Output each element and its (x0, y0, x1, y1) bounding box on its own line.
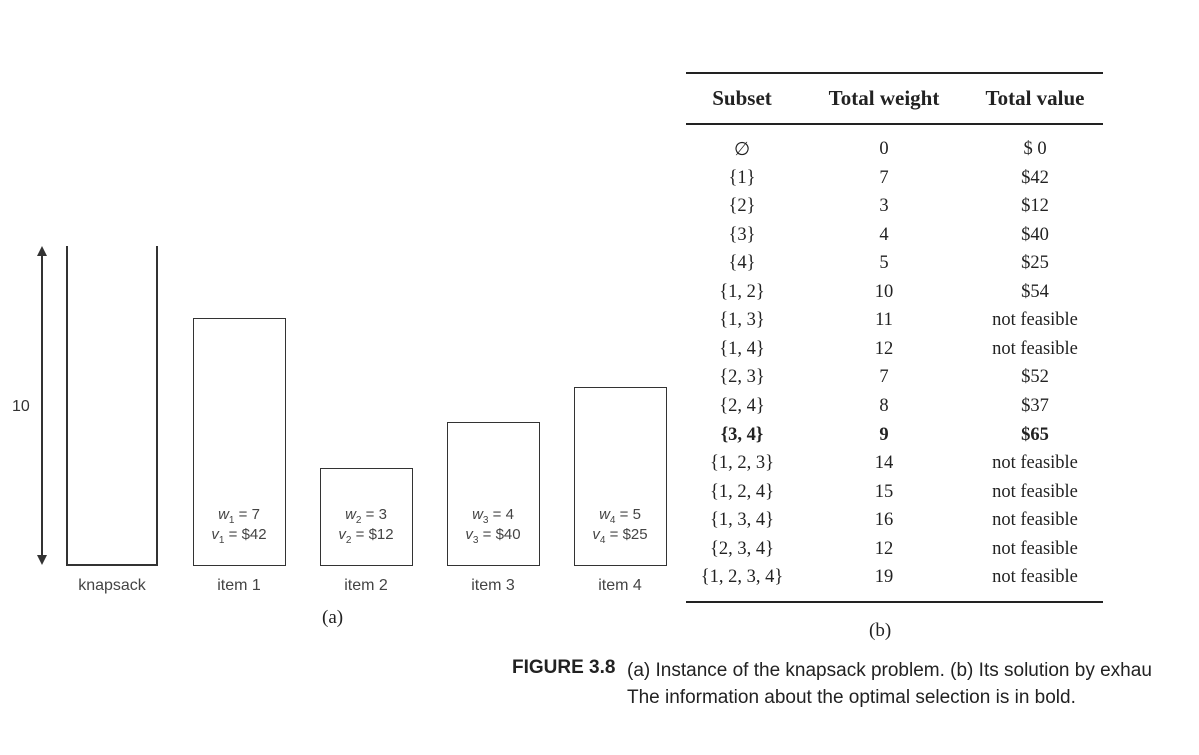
item-3-weight: w3 = 4 (472, 506, 514, 526)
cell-total-weight: 11 (875, 310, 893, 331)
cell-total-value: not feasible (992, 538, 1078, 559)
figure-label: FIGURE 3.8 (512, 657, 616, 678)
cell-total-value: $25 (1021, 253, 1049, 274)
cell-subset: {3, 4} (720, 424, 764, 445)
cell-total-value: $12 (1021, 196, 1049, 217)
item-1-label: item 1 (217, 577, 261, 594)
capacity-dimension-line (41, 250, 43, 562)
capacity-arrow-down-icon (37, 555, 47, 565)
cell-subset: {1, 3, 4} (709, 510, 774, 531)
cell-total-value: $ 0 (1023, 139, 1047, 159)
header-total-weight: Total weight (828, 86, 940, 110)
header-subset: Subset (712, 86, 772, 110)
cell-total-weight: 3 (879, 196, 889, 217)
caption-line-1: (a) Instance of the knapsack problem. (b… (627, 660, 1152, 681)
caption-line-2: The information about the optimal select… (627, 687, 1076, 708)
cell-total-value: not feasible (992, 567, 1078, 588)
cell-subset: {2, 4} (719, 395, 765, 416)
cell-total-value: $54 (1021, 281, 1049, 302)
cell-total-weight: 15 (874, 481, 894, 502)
cell-total-weight: 8 (879, 395, 889, 416)
cell-subset: {1, 4} (719, 338, 765, 359)
cell-subset: {1, 2, 3} (709, 453, 774, 474)
cell-total-weight: 19 (874, 567, 894, 588)
cell-total-weight: 12 (874, 538, 894, 559)
cell-subset: {1, 2, 3, 4} (700, 567, 784, 588)
cell-subset: {1, 2} (719, 281, 765, 302)
cell-total-value: $52 (1021, 367, 1049, 388)
part-a-label: (a) (322, 607, 344, 628)
cell-total-weight: 7 (879, 367, 889, 388)
cell-total-value: not feasible (992, 453, 1078, 474)
cell-total-value: not feasible (992, 510, 1078, 531)
cell-subset: {2} (728, 196, 756, 217)
cell-total-value: not feasible (992, 310, 1078, 331)
item-3-label: item 3 (471, 577, 515, 594)
knapsack-bottom (66, 564, 158, 566)
capacity-label: 10 (12, 398, 30, 415)
cell-total-value: $42 (1021, 167, 1049, 188)
cell-subset: {4} (728, 253, 756, 274)
cell-total-weight: 12 (874, 338, 894, 359)
item-4-label: item 4 (598, 577, 642, 594)
cell-subset: {3} (728, 224, 756, 245)
figure-caption: (a) Instance of the knapsack problem. (b… (627, 657, 1152, 711)
cell-total-value: not feasible (992, 481, 1078, 502)
knapsack-left-wall (66, 246, 68, 566)
item-1-weight: w1 = 7 (218, 506, 260, 526)
item-2-value: v2 = $12 (338, 526, 394, 546)
header-total-value: Total value (985, 86, 1085, 110)
item-4-value: v4 = $25 (592, 526, 648, 546)
cell-total-weight: 5 (879, 253, 889, 274)
cell-total-value: not feasible (992, 338, 1078, 359)
item-4-box: w4 = 5 v4 = $25 (574, 387, 667, 566)
cell-total-weight: 0 (879, 139, 889, 159)
item-3-box: w3 = 4 v3 = $40 (447, 422, 540, 566)
cell-subset: ∅ (733, 140, 751, 160)
knapsack-label: knapsack (78, 577, 146, 594)
item-3-value: v3 = $40 (465, 526, 521, 546)
item-2-box: w2 = 3 v2 = $12 (320, 468, 413, 566)
cell-total-value: $65 (1021, 424, 1049, 445)
table-header-rule (686, 123, 1103, 125)
item-1-value: v1 = $42 (211, 526, 267, 546)
table-top-rule (686, 72, 1103, 74)
cell-subset: {1} (728, 167, 756, 188)
cell-total-weight: 10 (874, 281, 894, 302)
part-b-label: (b) (869, 620, 892, 641)
cell-total-weight: 7 (879, 167, 889, 188)
cell-total-weight: 9 (879, 424, 889, 445)
item-4-weight: w4 = 5 (599, 506, 641, 526)
table-bottom-rule (686, 601, 1103, 603)
cell-subset: {1, 2, 4} (709, 481, 774, 502)
cell-subset: {2, 3} (719, 367, 765, 388)
cell-subset: {1, 3} (719, 310, 765, 331)
knapsack-right-wall (156, 246, 158, 566)
cell-total-weight: 14 (874, 453, 894, 474)
cell-total-value: $40 (1021, 224, 1049, 245)
item-2-label: item 2 (344, 577, 388, 594)
cell-total-value: $37 (1021, 395, 1049, 416)
item-1-box: w1 = 7 v1 = $42 (193, 318, 286, 566)
item-2-weight: w2 = 3 (345, 506, 387, 526)
cell-subset: {2, 3, 4} (709, 538, 774, 559)
cell-total-weight: 4 (879, 224, 889, 245)
cell-total-weight: 16 (874, 510, 894, 531)
